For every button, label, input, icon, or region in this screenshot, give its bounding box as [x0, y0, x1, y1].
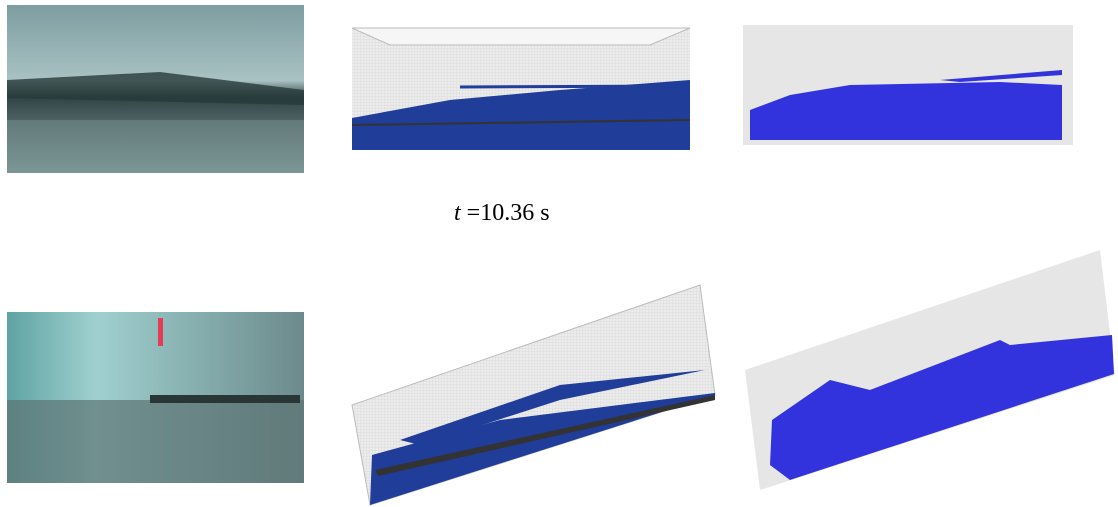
caption-variable: t [454, 200, 461, 226]
photo-bottom [7, 312, 304, 483]
render-top [743, 25, 1073, 145]
photo-top [7, 5, 304, 173]
caption: t =10.36 s [454, 200, 550, 227]
sim-bottom [351, 284, 716, 506]
render-bottom [745, 250, 1115, 490]
caption-text: =10.36 s [460, 200, 550, 226]
sim-top [351, 27, 691, 150]
